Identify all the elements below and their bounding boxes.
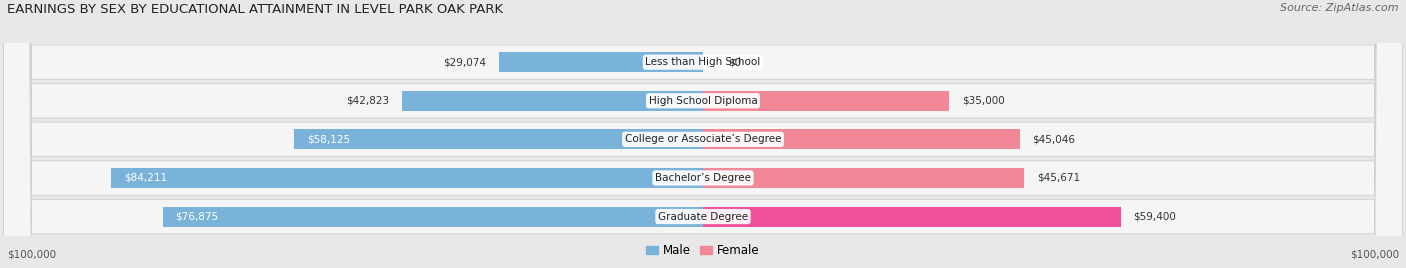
Bar [703,91,949,111]
Bar [703,129,1019,149]
FancyBboxPatch shape [3,0,1403,268]
Bar [402,91,703,111]
Text: $29,074: $29,074 [443,57,486,67]
Text: $42,823: $42,823 [346,96,389,106]
Text: Bachelor’s Degree: Bachelor’s Degree [655,173,751,183]
Text: Less than High School: Less than High School [645,57,761,67]
Text: $100,000: $100,000 [1350,249,1399,259]
Text: $45,046: $45,046 [1032,134,1076,144]
Bar [499,52,703,72]
FancyBboxPatch shape [3,0,1403,268]
FancyBboxPatch shape [3,0,1403,268]
Text: $76,875: $76,875 [176,211,218,222]
Bar [163,207,703,226]
FancyBboxPatch shape [3,0,1403,268]
Text: $59,400: $59,400 [1133,211,1175,222]
Text: College or Associate’s Degree: College or Associate’s Degree [624,134,782,144]
Text: $100,000: $100,000 [7,249,56,259]
Text: Graduate Degree: Graduate Degree [658,211,748,222]
Bar [111,168,703,188]
Legend: Male, Female: Male, Female [641,240,765,262]
Bar [294,129,703,149]
Text: $45,671: $45,671 [1036,173,1080,183]
Text: EARNINGS BY SEX BY EDUCATIONAL ATTAINMENT IN LEVEL PARK OAK PARK: EARNINGS BY SEX BY EDUCATIONAL ATTAINMEN… [7,3,503,16]
Bar [703,168,1024,188]
Text: Source: ZipAtlas.com: Source: ZipAtlas.com [1281,3,1399,13]
Text: $84,211: $84,211 [124,173,167,183]
Text: $0: $0 [728,57,741,67]
Text: High School Diploma: High School Diploma [648,96,758,106]
Text: $35,000: $35,000 [962,96,1004,106]
Text: $58,125: $58,125 [307,134,350,144]
Bar [703,207,1121,226]
FancyBboxPatch shape [3,0,1403,268]
